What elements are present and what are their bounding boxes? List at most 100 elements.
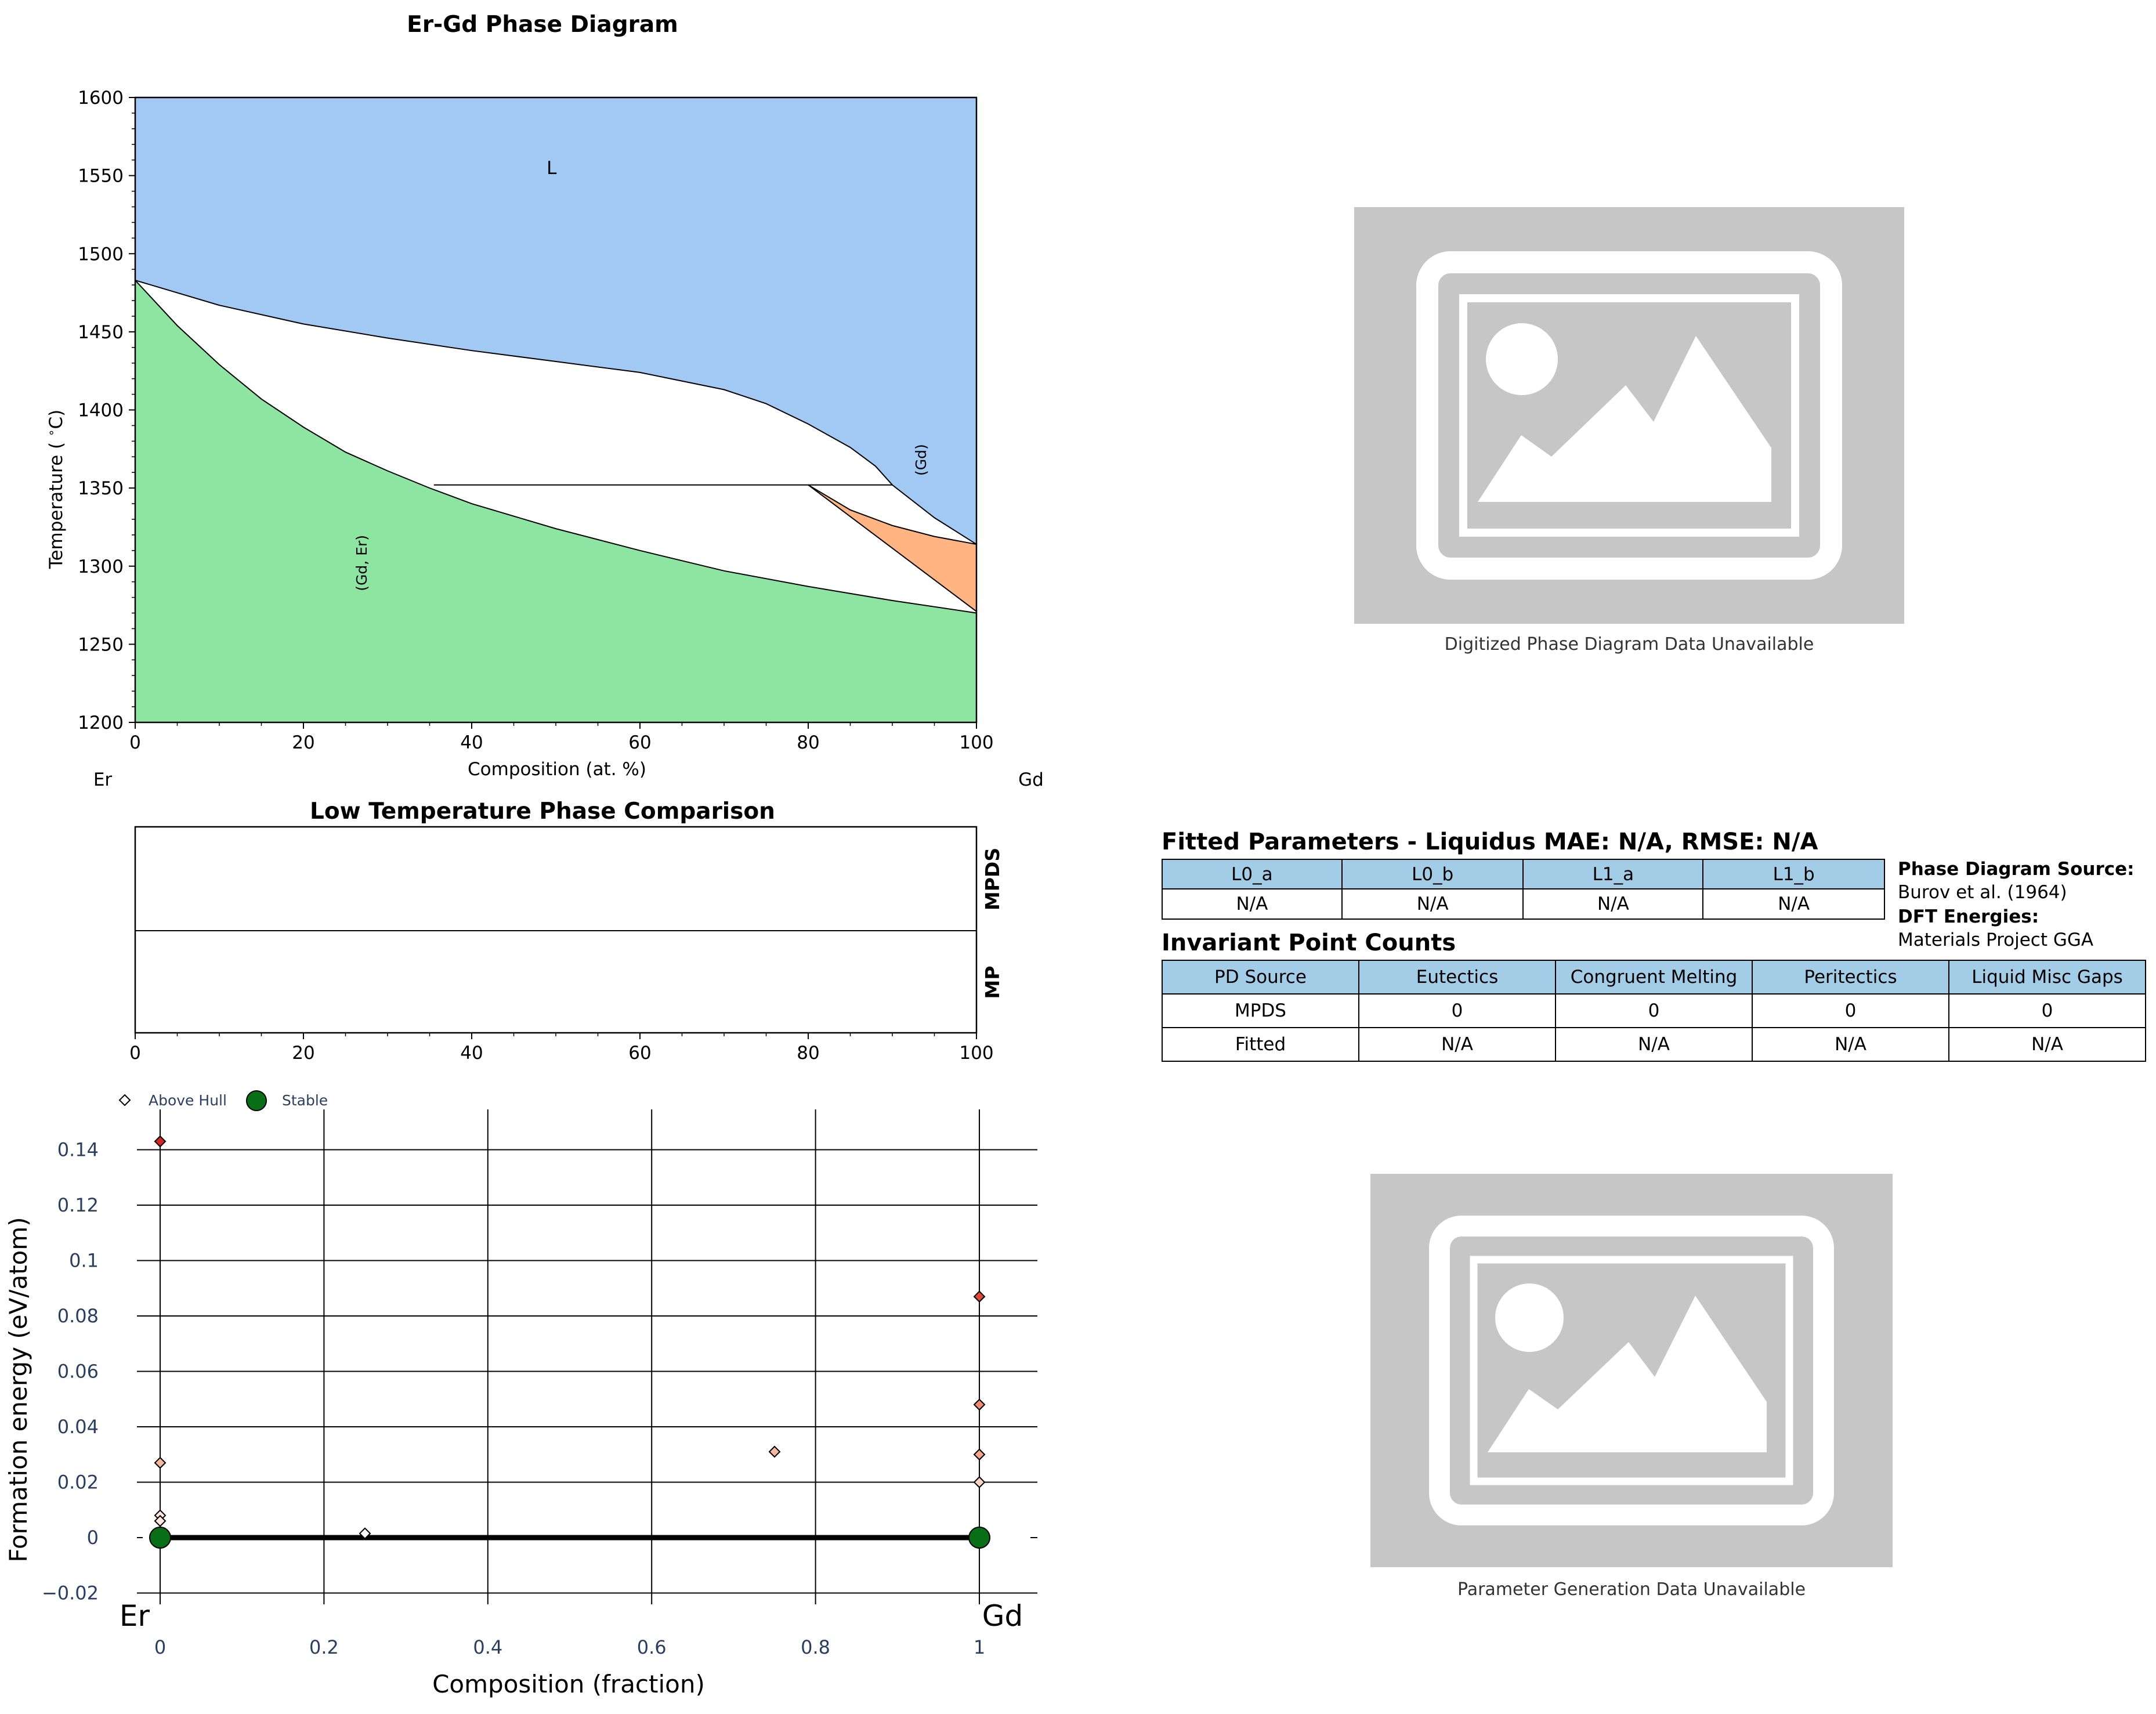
x-tick-label: 20	[292, 1043, 314, 1064]
y-tick-label: 1300	[78, 556, 124, 577]
phase-diagram-xlabel: Composition (at. %)	[468, 759, 646, 780]
table-cell: N/A	[1522, 888, 1704, 920]
phase-diagram-ylabel: Temperature ( ∘C)	[44, 410, 67, 569]
parameter-placeholder-image	[1370, 1174, 1893, 1567]
table-row: MPDS 0 0 0 0	[1162, 993, 2146, 1028]
fitted-parameters-title: Fitted Parameters - Liquidus MAE: N/A, R…	[1162, 829, 1818, 855]
table-cell: N/A	[1555, 1027, 1753, 1062]
phase-diagram-title: Er-Gd Phase Diagram	[407, 12, 678, 38]
table-cell: 0	[1948, 993, 2146, 1028]
end-label-er: Er	[120, 1599, 150, 1633]
legend-stable-marker	[246, 1090, 267, 1111]
y-tick-label: 0.02	[57, 1471, 99, 1494]
table-cell: N/A	[1341, 888, 1524, 920]
table-header-cell: Peritectics	[1752, 960, 1949, 995]
y-tick-label: −0.02	[42, 1582, 99, 1604]
region-label: (Gd)	[913, 444, 929, 476]
formation-energy-legend: Above Hull Stable	[118, 1090, 328, 1111]
x-tick-label: 80	[797, 1043, 819, 1064]
low-temp-title: Low Temperature Phase Comparison	[310, 798, 775, 825]
x-tick-label: 0	[129, 732, 141, 753]
solidus-line	[135, 280, 977, 614]
x-tick-label: 0	[154, 1636, 166, 1658]
phase-diagram-plot-area: L (Gd) (Gd, Er)	[134, 96, 978, 724]
y-tick-label: 0.14	[57, 1139, 99, 1161]
y-tick-label: 1500	[78, 244, 124, 265]
table-row: Fitted N/A N/A N/A N/A	[1162, 1027, 2146, 1062]
low-temp-comparison: Low Temperature Phase Comparison MPDS MP…	[129, 798, 1004, 1064]
table-header-cell: L0_b	[1341, 859, 1524, 889]
region-label: L	[547, 158, 557, 179]
y-tick-label: 1600	[78, 88, 124, 109]
x-tick-label: 60	[628, 1043, 651, 1064]
row-label-mpds: MPDS	[981, 848, 1004, 910]
table-cell: MPDS	[1162, 993, 1359, 1028]
above-hull-point	[973, 1448, 986, 1461]
formation-energy-ylabel: Formation energy (eV/atom)	[4, 1217, 32, 1562]
phase-diagram: Er-Gd Phase Diagram L (Gd) (Gd, Er) 0 20 40 6…	[44, 12, 1044, 790]
table-cell: 0	[1752, 993, 1949, 1028]
formation-energy-points	[149, 1135, 990, 1549]
y-tick-label: 1550	[78, 166, 124, 187]
table-header-cell: Liquid Misc Gaps	[1948, 960, 2146, 995]
y-tick-label: 1250	[78, 634, 124, 655]
y-tick-label: 0.08	[57, 1305, 99, 1327]
region-label: (Gd, Er)	[353, 535, 370, 591]
end-label-gd: Gd	[982, 1599, 1023, 1633]
dft-energies-label: DFT Energies:	[1898, 906, 2039, 927]
table-header-cell: L1_a	[1522, 859, 1704, 889]
above-hull-point	[154, 1135, 167, 1148]
y-tick-label: 0	[87, 1527, 99, 1549]
table-header-row: PD Source Eutectics Congruent Melting Pe…	[1162, 960, 2146, 995]
low-temp-ticks: 0 20 40 60 80 100	[129, 1033, 994, 1064]
table-cell: Fitted	[1162, 1027, 1359, 1062]
image-placeholder-icon	[1416, 251, 1842, 580]
dft-energies-value: Materials Project GGA	[1898, 930, 2094, 950]
legend-above-hull-label: Above Hull	[149, 1092, 227, 1109]
y-tick-label: 0.12	[57, 1194, 99, 1216]
above-hull-point	[973, 1290, 986, 1303]
invariant-table: PD Source Eutectics Congruent Melting Pe…	[1162, 960, 2146, 1062]
source-info: Phase Diagram Source: Burov et al. (1964…	[1898, 858, 2135, 952]
x-tick-label: 60	[628, 732, 651, 753]
x-tick-label: 40	[460, 732, 483, 753]
legend-stable-label: Stable	[282, 1092, 328, 1109]
liquid-region	[135, 97, 976, 545]
x-tick-label: 0.6	[637, 1636, 667, 1658]
table-cell: 0	[1358, 993, 1556, 1028]
digitized-caption: Digitized Phase Diagram Data Unavailable	[1444, 634, 1814, 654]
x-tick-label: 0.8	[801, 1636, 830, 1658]
formation-energy-ticks: −0.02 0 0.02 0.04 0.06 0.08 0.1 0.12 0.14 0 0.2 0.4…	[42, 1139, 985, 1659]
y-tick-label: 0.04	[57, 1416, 99, 1438]
formation-energy-grid	[137, 1109, 1037, 1604]
low-temp-frame	[134, 826, 978, 1034]
above-hull-point	[154, 1514, 167, 1527]
x-tick-label: 1	[974, 1636, 985, 1658]
x-tick-label: 40	[460, 1043, 483, 1064]
digitized-placeholder-image	[1354, 207, 1904, 624]
fitted-parameters-table: L0_a L0_b L1_a L1_b N/A N/A N/A N/A	[1162, 859, 1885, 920]
above-hull-point	[973, 1398, 986, 1411]
x-tick-label: 100	[959, 1043, 993, 1064]
gd-solvus-lower-line	[808, 484, 977, 612]
liquidus-line	[135, 280, 977, 545]
table-header-row: L0_a L0_b L1_a L1_b	[1162, 859, 1885, 889]
stable-point	[149, 1527, 171, 1549]
phase-diagram-ticks: 0 20 40 60 80 100 1200 1250 1300 1350 1400 1450 1500…	[78, 88, 993, 753]
table-header-cell: Eutectics	[1358, 960, 1556, 995]
y-tick-label: 0.06	[57, 1361, 99, 1383]
above-hull-point	[154, 1456, 167, 1469]
y-tick-label: 1450	[78, 322, 124, 343]
gd-solvus-upper-line	[808, 484, 977, 545]
formation-energy-xlabel: Composition (fraction)	[432, 1670, 705, 1698]
table-cell: 0	[1555, 993, 1753, 1028]
table-cell: N/A	[1948, 1027, 2146, 1062]
image-placeholder-icon	[1429, 1216, 1834, 1525]
table-header-cell: Congruent Melting	[1555, 960, 1753, 995]
table-header-cell: L0_a	[1162, 859, 1343, 889]
table-row: N/A N/A N/A N/A	[1162, 888, 1885, 920]
row-label-mp: MP	[981, 966, 1004, 999]
x-tick-label: 0	[129, 1043, 141, 1064]
stable-point	[968, 1527, 990, 1549]
table-cell: N/A	[1752, 1027, 1949, 1062]
